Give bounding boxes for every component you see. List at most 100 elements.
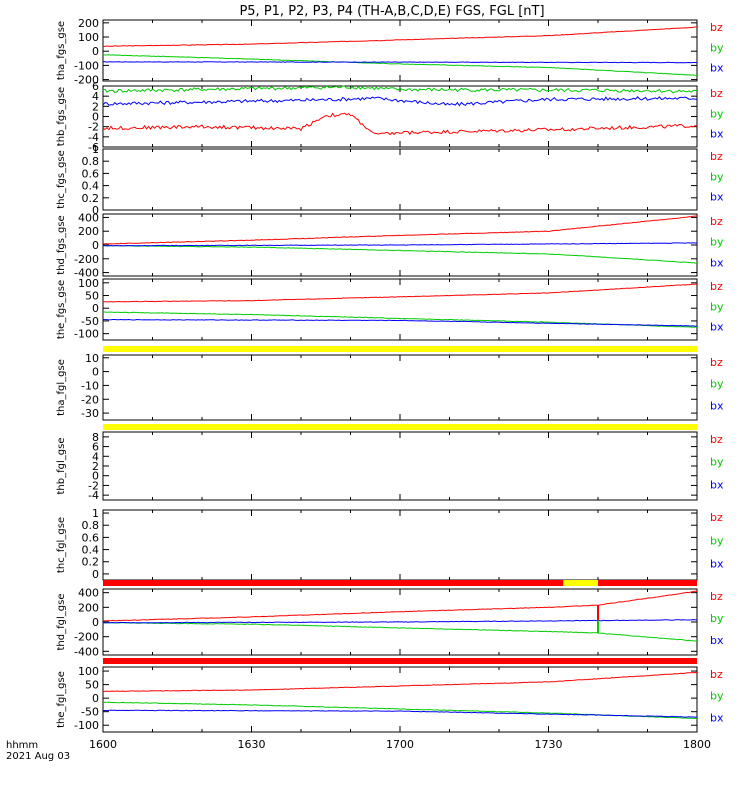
y-tick-label: 50 bbox=[85, 679, 99, 692]
series-bx-line bbox=[102, 619, 698, 624]
legend-bx: bx bbox=[710, 558, 724, 571]
y-tick-label: 50 bbox=[85, 290, 99, 303]
legend-by: by bbox=[710, 378, 724, 391]
panel-label: tha_fgs_gse bbox=[56, 21, 67, 80]
y-tick-label: -10 bbox=[81, 379, 99, 392]
y-tick-label: 0.8 bbox=[82, 519, 100, 532]
x-axis: 1600 1630 1700 1730 1800 bbox=[89, 738, 711, 751]
y-tick-label: 0.6 bbox=[82, 167, 100, 180]
legend-bz: bz bbox=[710, 280, 723, 293]
y-tick-label: 0 bbox=[92, 204, 99, 217]
x-tick-label: 1730 bbox=[535, 738, 563, 751]
legend-bz: bz bbox=[710, 511, 723, 524]
y-tick-label: 6 bbox=[92, 441, 99, 454]
y-tick-label: -400 bbox=[74, 645, 99, 658]
legend-bx: bx bbox=[710, 256, 724, 269]
y-tick-label: -50 bbox=[81, 315, 99, 328]
series-bx-line bbox=[102, 96, 698, 107]
y-tick-label: 100 bbox=[78, 665, 99, 678]
y-tick-label: -2 bbox=[88, 121, 99, 134]
series-bz-line bbox=[102, 215, 698, 245]
y-tick-label: 6 bbox=[92, 80, 99, 93]
y-tick-label: 4 bbox=[92, 450, 99, 463]
y-tick-label: 10 bbox=[85, 352, 99, 365]
legend-bz: bz bbox=[710, 668, 723, 681]
legend-by: by bbox=[710, 534, 724, 547]
y-tick-label: 0.8 bbox=[82, 155, 100, 168]
panel-label: thb_fgl_gse bbox=[56, 438, 67, 495]
y-tick-label: -50 bbox=[81, 706, 99, 719]
series-bx-line bbox=[102, 318, 698, 327]
y-tick-label: -200 bbox=[74, 253, 99, 266]
y-tick-label: 4 bbox=[92, 90, 99, 103]
legend-bx: bx bbox=[710, 711, 724, 724]
series-bx-line bbox=[102, 61, 698, 64]
y-tick-label: -200 bbox=[74, 74, 99, 87]
legend-bx: bx bbox=[710, 191, 724, 204]
panel-frame bbox=[102, 666, 698, 733]
legend-by: by bbox=[710, 236, 724, 249]
legend-bz: bz bbox=[710, 215, 723, 228]
legend-by: by bbox=[710, 300, 724, 313]
y-tick-label: 1 bbox=[92, 143, 99, 156]
panel-label: thd_fgl_gse bbox=[56, 594, 67, 651]
y-tick-label: 0.2 bbox=[82, 556, 100, 569]
series-by-line bbox=[102, 622, 698, 642]
y-tick-label: 100 bbox=[78, 31, 99, 44]
y-tick-label: 2 bbox=[92, 100, 99, 113]
y-tick-label: -100 bbox=[74, 719, 99, 732]
y-tick-label: 0.2 bbox=[82, 192, 100, 205]
y-tick-label: 400 bbox=[78, 211, 99, 224]
panel-label: thd_fgs_gse bbox=[56, 215, 67, 274]
y-tick-label: -2 bbox=[88, 479, 99, 492]
panel-frame bbox=[102, 431, 698, 501]
x-tick-label: 1600 bbox=[89, 738, 117, 751]
y-tick-label: 200 bbox=[78, 225, 99, 238]
legend-bx: bx bbox=[710, 399, 724, 412]
legend-by: by bbox=[710, 690, 724, 703]
time-format-label: hhmm bbox=[6, 740, 38, 751]
legend-bz: bz bbox=[710, 433, 723, 446]
series-by-line bbox=[102, 54, 698, 76]
panel-frame bbox=[102, 278, 698, 341]
series-bx-line bbox=[102, 709, 698, 718]
legend-bz: bz bbox=[710, 21, 723, 34]
y-tick-label: 400 bbox=[78, 587, 99, 600]
y-tick-label: 0 bbox=[92, 470, 99, 483]
panel-frame bbox=[102, 148, 698, 211]
legend-bz: bz bbox=[710, 150, 723, 163]
y-tick-label: 0 bbox=[92, 111, 99, 124]
panel-label: thb_fgs_gse bbox=[56, 87, 67, 146]
y-tick-label: 0 bbox=[92, 692, 99, 705]
y-tick-label: -400 bbox=[74, 267, 99, 280]
series-by-line bbox=[102, 85, 698, 94]
y-tick-label: 200 bbox=[78, 601, 99, 614]
status-bar-segment bbox=[103, 346, 697, 352]
series-bz-line bbox=[102, 590, 697, 622]
status-bar-segment bbox=[103, 424, 697, 430]
y-tick-label: -4 bbox=[88, 131, 99, 144]
panel-label: the_fgs_gse bbox=[56, 280, 67, 339]
panel-frame bbox=[102, 509, 698, 581]
y-tick-label: 0 bbox=[92, 366, 99, 379]
y-tick-label: -100 bbox=[74, 328, 99, 341]
y-tick-label: 0 bbox=[92, 568, 99, 581]
panel-frame bbox=[102, 85, 698, 148]
panel-label: thc_fgl_gse bbox=[56, 517, 67, 573]
y-tick-label: -100 bbox=[74, 59, 99, 72]
x-tick-label: 1800 bbox=[683, 738, 711, 751]
legend-bx: bx bbox=[710, 634, 724, 647]
legend-bz: bz bbox=[710, 590, 723, 603]
chart-title: P5, P1, P2, P3, P4 (TH-A,B,C,D,E) FGS, F… bbox=[239, 4, 544, 19]
y-tick-label: 0 bbox=[92, 239, 99, 252]
series-bz-line bbox=[102, 112, 698, 136]
panel-label: the_fgl_gse bbox=[56, 671, 67, 728]
